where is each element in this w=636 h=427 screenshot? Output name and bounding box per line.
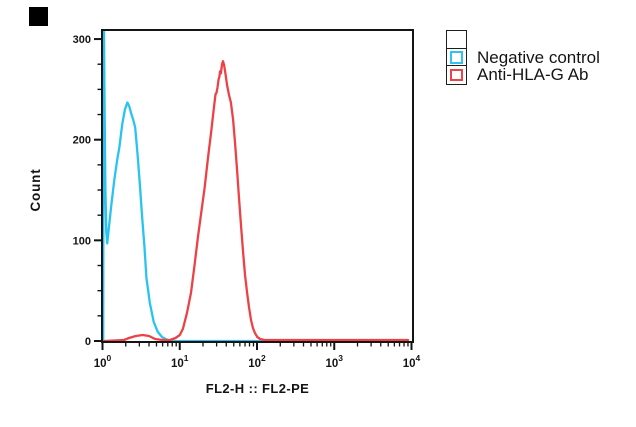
negative-control-swatch-icon [450, 51, 463, 64]
legend-item-empty [446, 30, 600, 50]
legend-swatch-cell-anti-hla-g [446, 65, 467, 85]
anti-hla-g-swatch-icon [450, 68, 463, 82]
curve-anti-hla-g-ab [102, 60, 410, 343]
legend: Negative control Anti-HLA-G Ab [446, 30, 600, 85]
x-tick-label: 101 [171, 353, 189, 370]
legend-label-anti-hla-g: Anti-HLA-G Ab [477, 65, 589, 85]
curve-negative-control [102, 31, 410, 343]
y-tick-label: 0 [85, 336, 91, 348]
x-tick-label: 100 [94, 353, 112, 370]
corner-marker [29, 7, 48, 26]
x-tick-label: 104 [403, 353, 421, 370]
y-tick-label: 100 [73, 235, 91, 247]
legend-item-negative-control: Negative control [446, 47, 600, 67]
y-tick-label: 300 [73, 34, 91, 46]
legend-swatch-cell-empty [446, 30, 467, 50]
legend-swatch-cell-negative-control [446, 47, 467, 67]
y-tick-label: 200 [73, 135, 91, 147]
legend-item-anti-hla-g: Anti-HLA-G Ab [446, 65, 600, 85]
x-axis-title: FL2-H :: FL2-PE [205, 381, 310, 396]
x-tick-label: 103 [325, 353, 343, 370]
legend-label-negative-control: Negative control [477, 47, 600, 67]
x-tick-label: 102 [248, 353, 266, 370]
y-axis-title: Count [28, 168, 43, 212]
